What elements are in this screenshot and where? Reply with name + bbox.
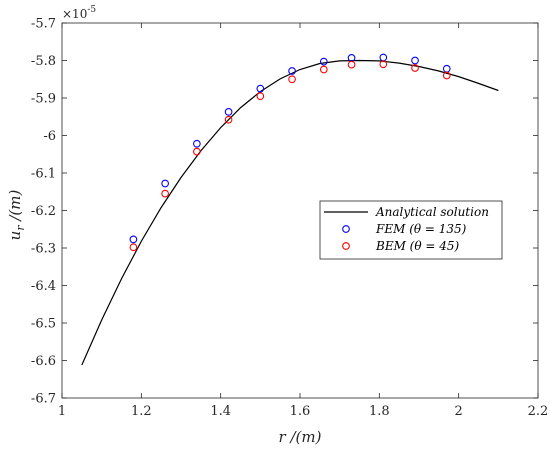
bem-point <box>347 60 356 69</box>
y-tick-label: -5.7 <box>31 17 56 32</box>
y-tick-label: -6.3 <box>31 242 56 257</box>
y-axis-label: ur /(m) <box>6 190 27 241</box>
fem-point <box>319 57 328 66</box>
y-tick-label: -5.9 <box>31 92 56 107</box>
x-tick-label: 1.6 <box>290 404 311 419</box>
bem-point <box>129 243 138 252</box>
y-tick-label: -6 <box>43 129 56 144</box>
legend-box <box>319 200 503 260</box>
bem-point <box>379 60 388 69</box>
x-tick-label: 2.2 <box>528 404 549 419</box>
x-axis-label: r /(m) <box>279 428 322 446</box>
bem-point <box>193 147 201 156</box>
bem-point <box>411 64 419 72</box>
x-tick-label: 1 <box>58 404 66 419</box>
bem-point <box>256 92 265 100</box>
series-layer <box>81 53 499 366</box>
y-tick-label: -6.5 <box>31 317 56 332</box>
y-tick-label: -6.7 <box>31 392 56 407</box>
y-tick-label: -6.1 <box>31 167 56 182</box>
fem-point <box>224 108 233 116</box>
y-tick-label: -6.4 <box>31 279 56 294</box>
legend-entry-label: BEM (θ = 45) <box>375 239 460 253</box>
legend: Analytical solution FEM (θ = 135) BEM (θ =… <box>319 200 503 260</box>
y-tick-label: -5.8 <box>31 54 56 69</box>
bem-point <box>319 65 328 74</box>
x-tick-label: 1.2 <box>131 404 152 419</box>
legend-marker-swatch <box>342 225 350 233</box>
fem-point <box>379 53 388 62</box>
fem-point <box>442 64 451 73</box>
bem-point <box>442 71 451 80</box>
fem-point <box>288 67 296 75</box>
bem-point <box>288 75 296 84</box>
x-tick-label: 2 <box>455 404 463 419</box>
fem-point <box>256 84 265 93</box>
legend-entry-label: FEM (θ = 135) <box>375 222 467 236</box>
legend-marker-swatch <box>342 242 350 250</box>
fem-point <box>193 139 201 148</box>
bem-point <box>224 115 233 124</box>
fem-point <box>161 179 169 188</box>
x-tick-label: 1.4 <box>210 404 231 419</box>
fem-point <box>411 56 419 65</box>
x-tick-label: 1.8 <box>369 404 390 419</box>
ticks-layer: 1 1.2 1.4 1.6 1.8 2 2.2 -5.7 -5.8 -5.9 -6 -6.1 -6.2 -… <box>31 17 548 420</box>
y-axis-multiplier: ×10-5 <box>62 5 96 21</box>
fem-point <box>129 235 138 244</box>
legend-entry-label: Analytical solution <box>375 205 489 219</box>
y-tick-label: -6.6 <box>31 354 56 369</box>
y-tick-label: -6.2 <box>31 204 56 219</box>
bem-point <box>161 189 169 198</box>
